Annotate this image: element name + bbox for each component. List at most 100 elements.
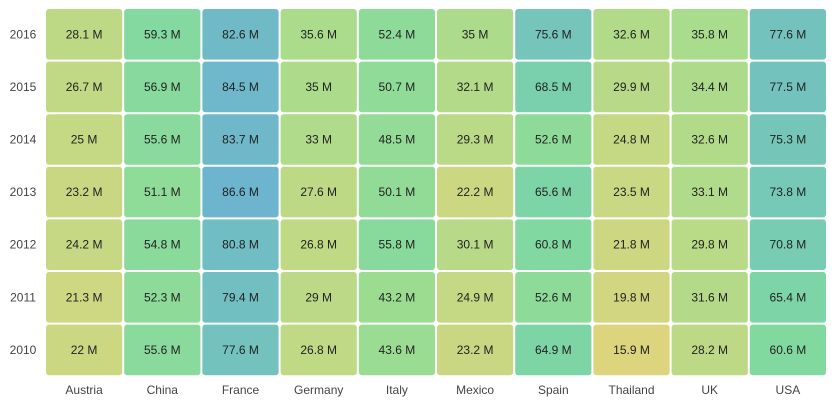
cell-value-label: 52.6 M <box>535 290 572 304</box>
heatmap-cell[interactable] <box>437 166 514 218</box>
y-tick-label: 2013 <box>10 185 37 199</box>
cell-value-label: 27.6 M <box>300 185 337 199</box>
heatmap-cell[interactable] <box>671 114 748 165</box>
cell-value-label: 55.8 M <box>379 238 416 252</box>
heatmap-cell[interactable] <box>202 272 279 323</box>
x-tick-label: Italy <box>386 383 408 397</box>
heatmap-cell[interactable] <box>202 61 279 113</box>
heatmap-cell[interactable] <box>358 166 435 218</box>
y-axis-labels: 2016 2015 2014 2013 2012 2011 2010 <box>10 27 37 357</box>
cell-value-label: 82.6 M <box>222 27 259 41</box>
heatmap-cell[interactable] <box>749 272 826 323</box>
cell-value-label: 65.4 M <box>770 290 807 304</box>
cell-value-label: 43.2 M <box>379 290 416 304</box>
heatmap-cell[interactable] <box>671 324 748 376</box>
heatmap-cell[interactable] <box>46 166 123 218</box>
heatmap-cell[interactable] <box>749 9 826 60</box>
heatmap-cell[interactable] <box>280 272 357 323</box>
cell-value-label: 35 M <box>305 80 332 94</box>
heatmap-cell[interactable] <box>749 61 826 113</box>
heatmap-cell[interactable] <box>515 9 592 60</box>
heatmap-cell[interactable] <box>124 9 201 60</box>
heatmap-cell[interactable] <box>358 61 435 113</box>
cell-value-label: 50.7 M <box>379 80 416 94</box>
heatmap-cell[interactable] <box>124 324 201 376</box>
heatmap-cell[interactable] <box>46 61 123 113</box>
cell-value-label: 26.7 M <box>66 80 103 94</box>
heatmap-cell[interactable] <box>437 324 514 376</box>
heatmap-cell[interactable] <box>280 166 357 218</box>
cell-value-label: 55.6 M <box>144 343 181 357</box>
heatmap-cell[interactable] <box>280 219 357 270</box>
heatmap-cell[interactable] <box>593 219 670 270</box>
heatmap-cell[interactable] <box>515 324 592 376</box>
heatmap-cell[interactable] <box>515 272 592 323</box>
heatmap-cell[interactable] <box>593 114 670 165</box>
cell-value-label: 35.8 M <box>691 27 728 41</box>
heatmap-cell[interactable] <box>202 324 279 376</box>
heatmap-cell[interactable] <box>671 61 748 113</box>
heatmap-cell[interactable] <box>280 114 357 165</box>
cell-value-label: 84.5 M <box>222 80 259 94</box>
cell-value-label: 26.8 M <box>300 238 337 252</box>
heatmap-cell[interactable] <box>671 166 748 218</box>
heatmap-cell[interactable] <box>202 166 279 218</box>
heatmap-cell[interactable] <box>358 324 435 376</box>
heatmap-cell[interactable] <box>593 9 670 60</box>
heatmap-cell[interactable] <box>202 114 279 165</box>
heatmap-cell[interactable] <box>124 61 201 113</box>
heatmap-cell[interactable] <box>280 61 357 113</box>
cell-value-label: 56.9 M <box>144 80 181 94</box>
heatmap-cell[interactable] <box>515 219 592 270</box>
heatmap-cell[interactable] <box>515 114 592 165</box>
heatmap-cell[interactable] <box>515 61 592 113</box>
heatmap-cell[interactable] <box>437 61 514 113</box>
heatmap-cell[interactable] <box>593 272 670 323</box>
heatmap-cell[interactable] <box>124 272 201 323</box>
heatmap-cell[interactable] <box>593 61 670 113</box>
heatmap-cell[interactable] <box>749 166 826 218</box>
heatmap-cell[interactable] <box>749 114 826 165</box>
y-tick-label: 2012 <box>10 238 37 252</box>
heatmap-cell[interactable] <box>593 324 670 376</box>
cell-value-label: 73.8 M <box>770 185 807 199</box>
cell-value-label: 26.8 M <box>300 343 337 357</box>
y-tick-label: 2011 <box>10 290 36 304</box>
heatmap-cell[interactable] <box>671 272 748 323</box>
heatmap-cell[interactable] <box>124 219 201 270</box>
heatmap-cell[interactable] <box>124 166 201 218</box>
y-tick-label: 2016 <box>10 27 37 41</box>
heatmap-cell[interactable] <box>671 219 748 270</box>
y-tick-label: 2015 <box>10 80 37 94</box>
heatmap-cell[interactable] <box>437 9 514 60</box>
heatmap-cell[interactable] <box>515 166 592 218</box>
heatmap-cell[interactable] <box>437 219 514 270</box>
heatmap-cell[interactable] <box>749 324 826 376</box>
heatmap-cell[interactable] <box>593 166 670 218</box>
cell-value-label: 32.6 M <box>613 27 650 41</box>
cell-value-label: 21.3 M <box>66 290 103 304</box>
heatmap-cell[interactable] <box>46 324 123 376</box>
cell-value-label: 21.8 M <box>613 238 650 252</box>
heatmap-cell[interactable] <box>46 272 123 323</box>
cell-value-label: 52.3 M <box>144 290 181 304</box>
heatmap-cell[interactable] <box>202 9 279 60</box>
heatmap-cell[interactable] <box>46 219 123 270</box>
heatmap-cell[interactable] <box>437 114 514 165</box>
cell-value-label: 23.2 M <box>66 185 103 199</box>
heatmap-cell[interactable] <box>280 9 357 60</box>
heatmap-cell[interactable] <box>46 9 123 60</box>
heatmap-cell[interactable] <box>46 114 123 165</box>
cell-value-label: 48.5 M <box>379 133 416 147</box>
heatmap-cell[interactable] <box>358 9 435 60</box>
heatmap-cell[interactable] <box>202 219 279 270</box>
heatmap-cell[interactable] <box>280 324 357 376</box>
heatmap-cell[interactable] <box>124 114 201 165</box>
heatmap-cell[interactable] <box>358 219 435 270</box>
heatmap-cell[interactable] <box>437 272 514 323</box>
heatmap-cell[interactable] <box>671 9 748 60</box>
heatmap-cell[interactable] <box>749 219 826 270</box>
heatmap-cell[interactable] <box>358 114 435 165</box>
y-tick-label: 2010 <box>10 343 37 357</box>
heatmap-cell[interactable] <box>358 272 435 323</box>
